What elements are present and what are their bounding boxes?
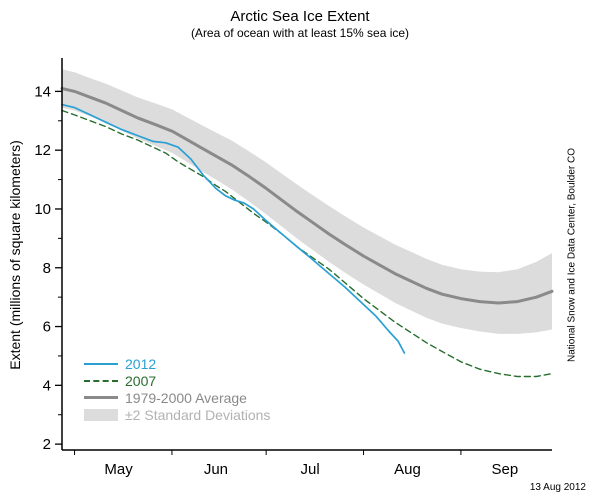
y-tick-label: 8 [43,260,51,277]
y-tick-label: 6 [43,319,51,336]
legend-label-stddev: ±2 Standard Deviations [125,406,271,423]
chart-title: Arctic Sea Ice Extent [230,8,370,25]
x-tick-label: May [104,461,133,478]
legend: 2012 2007 1979-2000 Average ±2 Standard … [84,355,270,423]
stddev-band [62,69,552,334]
legend-label-2012: 2012 [125,355,157,372]
x-tick-label: Sep [492,461,519,478]
y-tick-label: 12 [34,142,51,159]
y-tick-label: 14 [34,83,51,100]
legend-item-stddev: ±2 Standard Deviations [84,406,270,423]
y-tick-label: 2 [43,436,51,453]
legend-item-2007: 2007 [84,372,270,389]
legend-label-2007: 2007 [125,372,157,389]
series-2012-line [61,103,406,354]
legend-item-2012: 2012 [84,355,270,372]
legend-label-average: 1979-2000 Average [125,389,247,406]
legend-swatch-2012-line [84,362,118,365]
legend-swatch-2007-line [84,379,118,382]
legend-swatch-stddev-box [84,408,118,421]
legend-item-average: 1979-2000 Average [84,389,270,406]
x-tick-label: Jul [301,461,320,478]
date-stamp: 13 Aug 2012 [529,482,586,493]
series-1979-2000-average-line [60,87,554,305]
x-tick-label: Aug [394,461,421,478]
x-tick-label: Jun [204,461,228,478]
y-tick-label: 4 [43,377,51,394]
legend-swatch-average-line [84,396,118,399]
chart-subtitle: (Area of ocean with at least 15% sea ice… [190,26,410,40]
y-tick-label: 10 [34,201,51,218]
